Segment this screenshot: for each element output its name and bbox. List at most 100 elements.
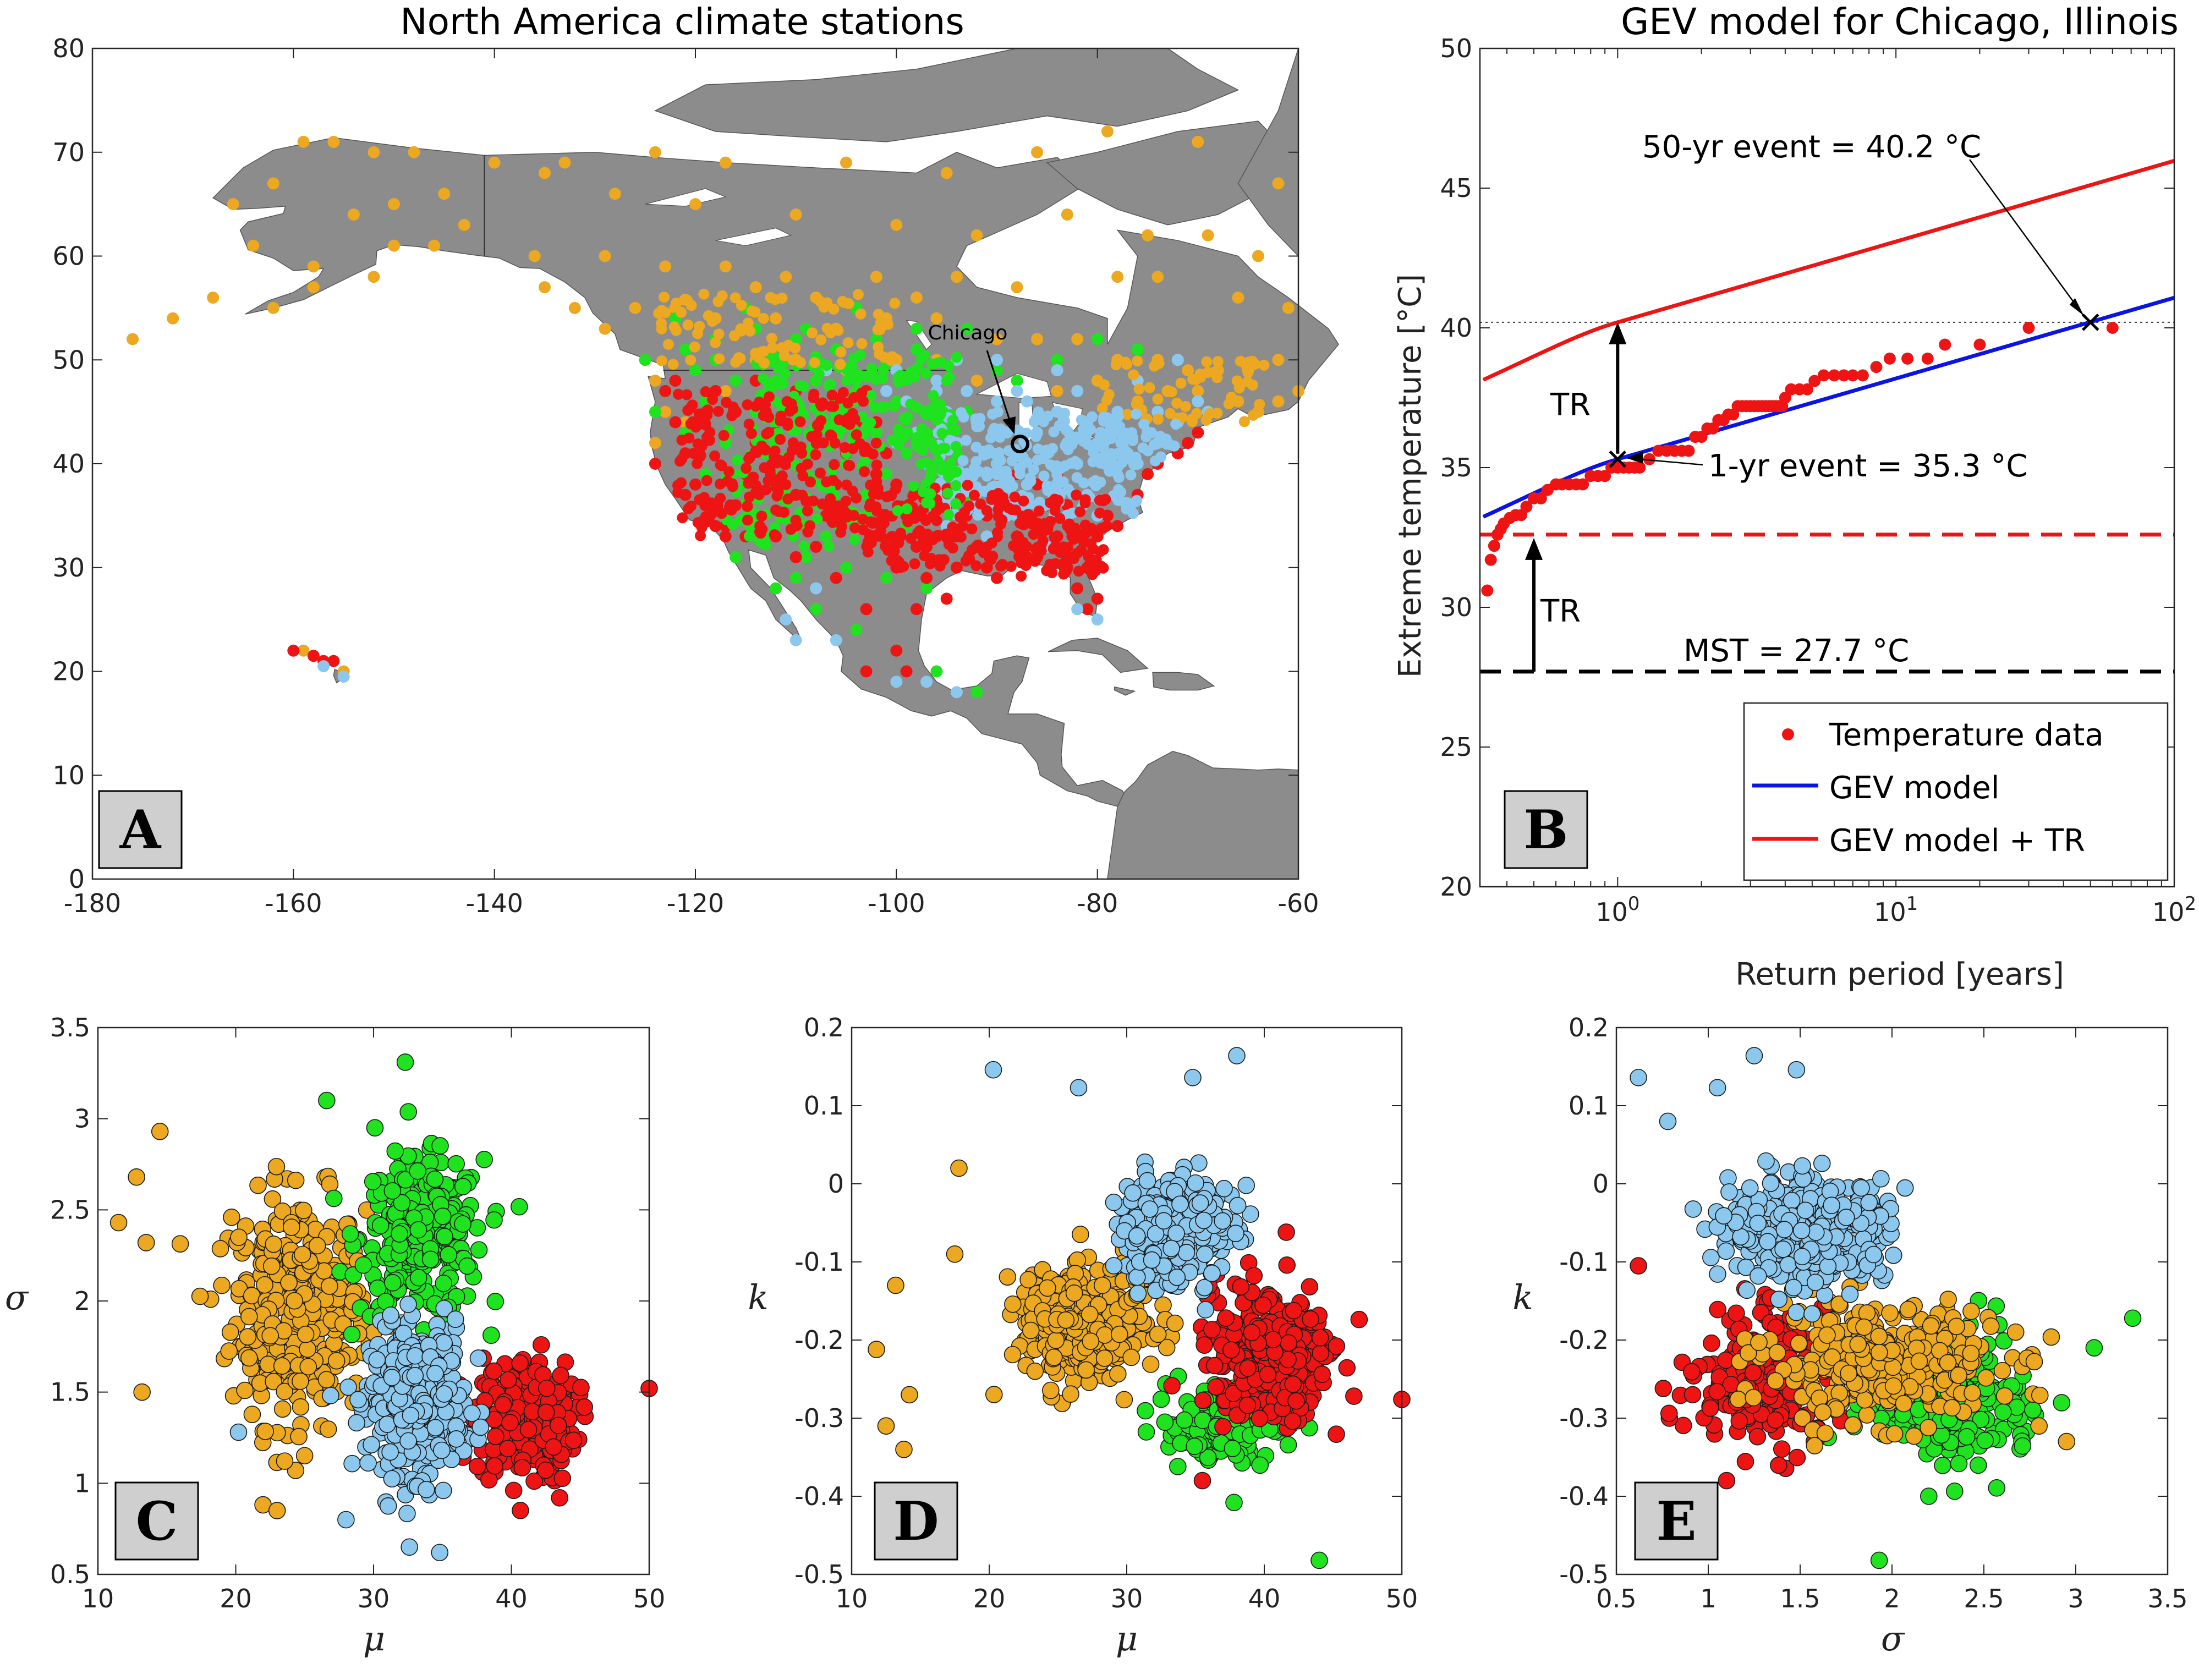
station-point-orange <box>1151 271 1164 283</box>
panel-c-point-lightblue <box>343 1454 361 1473</box>
station-point-orange <box>716 290 728 301</box>
panel-c-point-red <box>572 1379 590 1397</box>
station-point-red <box>810 449 821 460</box>
panel-d-point-lightblue <box>1237 1177 1255 1194</box>
panel-c-point-lightblue <box>382 1306 399 1324</box>
station-point-green <box>1131 343 1144 356</box>
station-point-lightblue <box>1131 495 1143 506</box>
panel-d-point-lightblue <box>1215 1179 1233 1198</box>
station-point-lightblue <box>1106 448 1117 459</box>
temperature-data-point <box>1883 352 1896 365</box>
panel-c-point-red <box>494 1396 512 1414</box>
station-point-lightblue <box>1033 406 1044 418</box>
station-point-lightblue <box>1118 443 1130 455</box>
panel-c-point-lightblue <box>426 1419 445 1437</box>
panel-d-point-orange <box>1057 1311 1075 1329</box>
station-point-red <box>1016 570 1027 582</box>
station-point-green <box>1091 333 1104 345</box>
station-point-orange <box>649 146 661 158</box>
panel-d-point-red <box>1328 1337 1346 1355</box>
station-point-orange <box>736 300 747 311</box>
station-point-red <box>1081 603 1094 616</box>
station-point-red <box>1028 529 1039 540</box>
panel-c-point-lightblue <box>381 1443 399 1461</box>
station-point-red <box>840 496 852 507</box>
panel-d-ytick-label: -0.1 <box>794 1247 844 1277</box>
station-point-lightblue <box>1071 603 1084 616</box>
station-point-orange <box>780 271 792 283</box>
station-point-green <box>862 371 873 383</box>
station-point-red <box>1018 495 1029 507</box>
station-point-green <box>799 551 812 563</box>
panel-c-ytick-label: 3.5 <box>50 1013 90 1042</box>
panel-c-ytick-label: 1 <box>74 1468 90 1498</box>
station-point-orange <box>758 312 769 324</box>
station-point-orange <box>649 375 661 387</box>
station-point-red <box>750 400 761 412</box>
station-point-orange <box>662 339 674 350</box>
panel-d-point-orange <box>1077 1361 1095 1379</box>
panel-c-point-lightblue <box>399 1432 417 1450</box>
station-point-green <box>820 530 832 543</box>
panel-c-outlier-orange <box>268 1502 286 1519</box>
station-point-lightblue <box>810 582 822 595</box>
panel-c-ytick-label: 2 <box>74 1286 90 1316</box>
station-point-orange <box>815 334 827 345</box>
station-point-red <box>696 515 708 527</box>
station-point-lightblue <box>991 395 1003 408</box>
station-point-lightblue <box>1011 385 1023 397</box>
panel-c-point-red <box>504 1481 523 1500</box>
panel-c-outlier-lightblue <box>229 1423 248 1441</box>
station-point-green <box>870 426 882 439</box>
panel-c-point-green <box>426 1170 444 1188</box>
station-point-red <box>867 518 878 529</box>
panel-e-point-green <box>2014 1437 2032 1455</box>
mu-k-scatter: 10 20 30 40 50-0.5-0.4-0.3-0.2-0.100.10.2D <box>794 1013 1418 1613</box>
station-point-red <box>783 452 794 463</box>
station-point-lightblue <box>1013 425 1025 437</box>
station-point-red <box>677 512 688 524</box>
station-point-orange <box>703 310 714 321</box>
panel-c-point-lightblue <box>363 1436 380 1454</box>
panel-d-point-lightblue <box>1162 1239 1180 1258</box>
station-point-lightblue <box>1090 475 1101 486</box>
panel-c-point-lightblue <box>435 1385 453 1403</box>
panel-c-point-green <box>409 1221 427 1239</box>
station-point-red <box>968 490 980 501</box>
station-point-lightblue <box>1071 385 1084 397</box>
temperature-data-point <box>2022 322 2035 334</box>
station-point-lightblue <box>1000 465 1012 477</box>
station-point-red <box>776 470 788 482</box>
station-point-red <box>849 522 860 534</box>
station-point-red <box>1094 507 1105 519</box>
station-point-red <box>947 521 958 533</box>
station-point-green <box>961 322 973 335</box>
station-point-orange <box>719 260 732 273</box>
station-point-orange <box>656 355 667 366</box>
panel-c-point-orange <box>223 1208 240 1226</box>
panel-d-xtick-label: 40 <box>1248 1584 1281 1613</box>
station-point-red <box>672 480 684 491</box>
station-point-orange <box>1101 125 1114 138</box>
panel-d-point-green <box>1176 1411 1193 1429</box>
panel-c-point-orange <box>220 1342 238 1360</box>
station-point-orange <box>1201 356 1213 367</box>
station-point-orange <box>629 301 641 314</box>
station-point-orange <box>539 281 551 294</box>
station-point-orange <box>766 332 777 344</box>
map-ytick-label: 0 <box>69 864 85 894</box>
panel-d-point-red <box>1284 1375 1302 1393</box>
station-point-red <box>769 529 780 541</box>
station-point-red <box>830 572 842 584</box>
panel-c-point-green <box>440 1246 458 1264</box>
panel-c-xlabel: μ <box>363 1618 385 1659</box>
map-xtick-label: -120 <box>667 888 724 918</box>
station-point-red <box>927 534 939 546</box>
station-point-red <box>835 526 847 538</box>
station-point-orange <box>1231 375 1243 387</box>
station-point-lightblue <box>950 686 963 699</box>
panel-d-point-lightblue <box>1168 1269 1186 1286</box>
station-point-orange <box>835 359 846 370</box>
station-point-lightblue <box>920 676 933 688</box>
station-point-green <box>813 368 825 380</box>
